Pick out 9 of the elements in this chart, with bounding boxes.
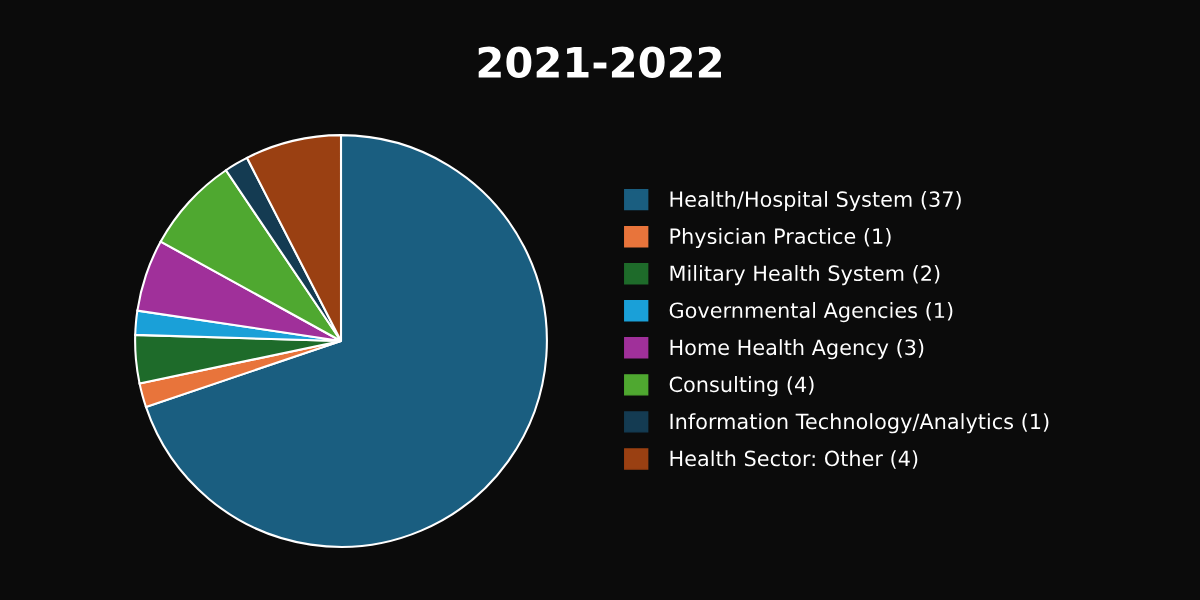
legend-label: Consulting (4) [669, 376, 814, 397]
legend-label: Health Sector: Other (4) [670, 450, 918, 469]
legend-label: Health/Hospital System (37) [670, 190, 961, 212]
legend-label: Physician Practice (1) [670, 227, 891, 249]
legend-label: Governmental Agencies (1) [669, 302, 953, 323]
legend-label: Military Health System (2) [670, 264, 940, 286]
legend-label: Information Technology/Analytics (1) [670, 413, 1049, 434]
legend-label: Home Health Agency (3) [670, 339, 924, 360]
chart-title: 2021-2022 [478, 46, 721, 79]
